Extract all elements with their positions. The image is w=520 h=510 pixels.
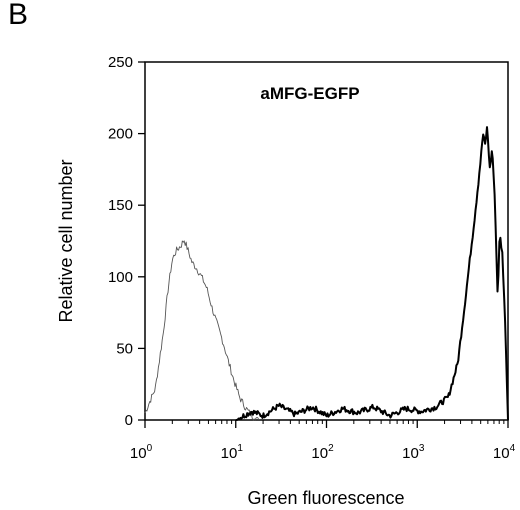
x-tick-label: 103 (402, 443, 425, 462)
panel-label: B (8, 0, 29, 31)
y-axis-ticks: 0 50 100 150 200 250 (108, 54, 145, 429)
y-tick-label: 150 (108, 197, 133, 214)
x-tick-label: 104 (493, 443, 516, 462)
y-tick-label: 100 (108, 269, 133, 286)
y-axis-label: Relative cell number (56, 159, 76, 322)
series-layer (144, 126, 509, 421)
x-tick-label: 100 (130, 443, 153, 462)
y-tick-label: 0 (125, 412, 133, 429)
y-tick-label: 250 (108, 54, 133, 71)
x-tick-label: 102 (311, 443, 334, 462)
x-axis-ticks: 100 101 102 103 104 (130, 420, 516, 462)
x-axis-label: Green fluorescence (247, 488, 404, 508)
y-tick-label: 200 (108, 126, 133, 143)
y-tick-label: 50 (116, 340, 133, 357)
plot-frame (144, 61, 509, 421)
chart-title: aMFG-EGFP (260, 84, 359, 103)
series-line-control (144, 240, 260, 421)
x-tick-label: 101 (221, 443, 244, 462)
series-line-egfp (235, 126, 509, 421)
